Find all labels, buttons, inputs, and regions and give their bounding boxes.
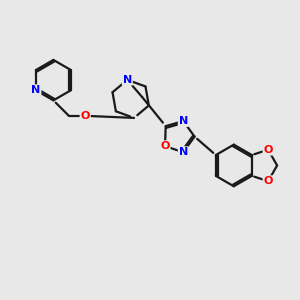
Text: O: O (263, 145, 273, 155)
Text: O: O (160, 141, 170, 151)
Text: N: N (123, 75, 132, 85)
Text: N: N (179, 147, 188, 157)
Text: O: O (80, 111, 90, 121)
Text: N: N (179, 116, 188, 126)
Text: O: O (263, 176, 273, 186)
Text: N: N (31, 85, 40, 95)
